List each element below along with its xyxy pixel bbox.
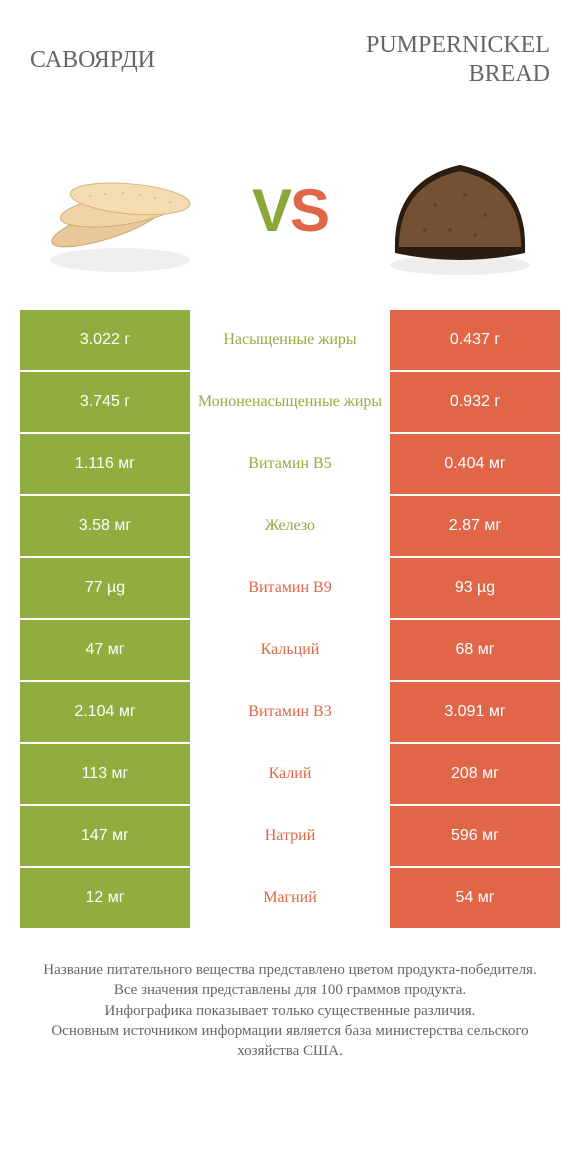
nutrient-name-cell: Магний	[190, 868, 390, 928]
right-value-cell: 2.87 мг	[390, 496, 560, 556]
left-value-cell: 147 мг	[20, 806, 190, 866]
left-value-cell: 113 мг	[20, 744, 190, 804]
nutrient-name-cell: Калий	[190, 744, 390, 804]
right-value-cell: 0.932 г	[390, 372, 560, 432]
images-row: VS	[0, 110, 580, 310]
nutrient-name-cell: Витамин B3	[190, 682, 390, 742]
left-value-cell: 12 мг	[20, 868, 190, 928]
nutrient-name-cell: Кальций	[190, 620, 390, 680]
table-row: 77 µgВитамин B993 µg	[20, 558, 560, 618]
table-row: 3.022 гНасыщенные жиры0.437 г	[20, 310, 560, 370]
nutrient-name-cell: Мононенасыщенные жиры	[190, 372, 390, 432]
nutrient-name-cell: Насыщенные жиры	[190, 310, 390, 370]
right-value-cell: 596 мг	[390, 806, 560, 866]
table-row: 3.58 мгЖелезо2.87 мг	[20, 496, 560, 556]
right-food-image	[370, 130, 550, 290]
table-row: 47 мгКальций68 мг	[20, 620, 560, 680]
comparison-table: 3.022 гНасыщенные жиры0.437 г3.745 гМоно…	[0, 310, 580, 928]
left-value-cell: 1.116 мг	[20, 434, 190, 494]
nutrient-name-cell: Железо	[190, 496, 390, 556]
vs-s: S	[290, 177, 328, 244]
footer-line: Основным источником информации является …	[30, 1021, 550, 1062]
table-row: 147 мгНатрий596 мг	[20, 806, 560, 866]
right-value-cell: 0.404 мг	[390, 434, 560, 494]
header: Савоярди Pumpernickel bread	[0, 0, 580, 110]
table-row: 12 мгМагний54 мг	[20, 868, 560, 928]
vs-v: V	[252, 177, 290, 244]
left-value-cell: 77 µg	[20, 558, 190, 618]
table-row: 2.104 мгВитамин B33.091 мг	[20, 682, 560, 742]
table-row: 3.745 гМононенасыщенные жиры0.932 г	[20, 372, 560, 432]
right-value-cell: 93 µg	[390, 558, 560, 618]
left-value-cell: 3.745 г	[20, 372, 190, 432]
left-value-cell: 2.104 мг	[20, 682, 190, 742]
nutrient-name-cell: Натрий	[190, 806, 390, 866]
left-value-cell: 3.58 мг	[20, 496, 190, 556]
left-product-title: Савоярди	[30, 47, 290, 74]
table-row: 1.116 мгВитамин B50.404 мг	[20, 434, 560, 494]
left-value-cell: 3.022 г	[20, 310, 190, 370]
right-value-cell: 54 мг	[390, 868, 560, 928]
left-value-cell: 47 мг	[20, 620, 190, 680]
footer-notes: Название питательного вещества представл…	[0, 930, 580, 1061]
right-value-cell: 68 мг	[390, 620, 560, 680]
right-value-cell: 3.091 мг	[390, 682, 560, 742]
nutrient-name-cell: Витамин B5	[190, 434, 390, 494]
nutrient-name-cell: Витамин B9	[190, 558, 390, 618]
left-food-image	[30, 130, 210, 290]
table-row: 113 мгКалий208 мг	[20, 744, 560, 804]
right-value-cell: 0.437 г	[390, 310, 560, 370]
right-product-title: Pumpernickel bread	[290, 31, 550, 89]
footer-line: Все значения представлены для 100 граммо…	[30, 980, 550, 1000]
right-value-cell: 208 мг	[390, 744, 560, 804]
footer-line: Название питательного вещества представл…	[30, 960, 550, 980]
vs-label: VS	[252, 176, 328, 245]
footer-line: Инфографика показывает только существенн…	[30, 1001, 550, 1021]
